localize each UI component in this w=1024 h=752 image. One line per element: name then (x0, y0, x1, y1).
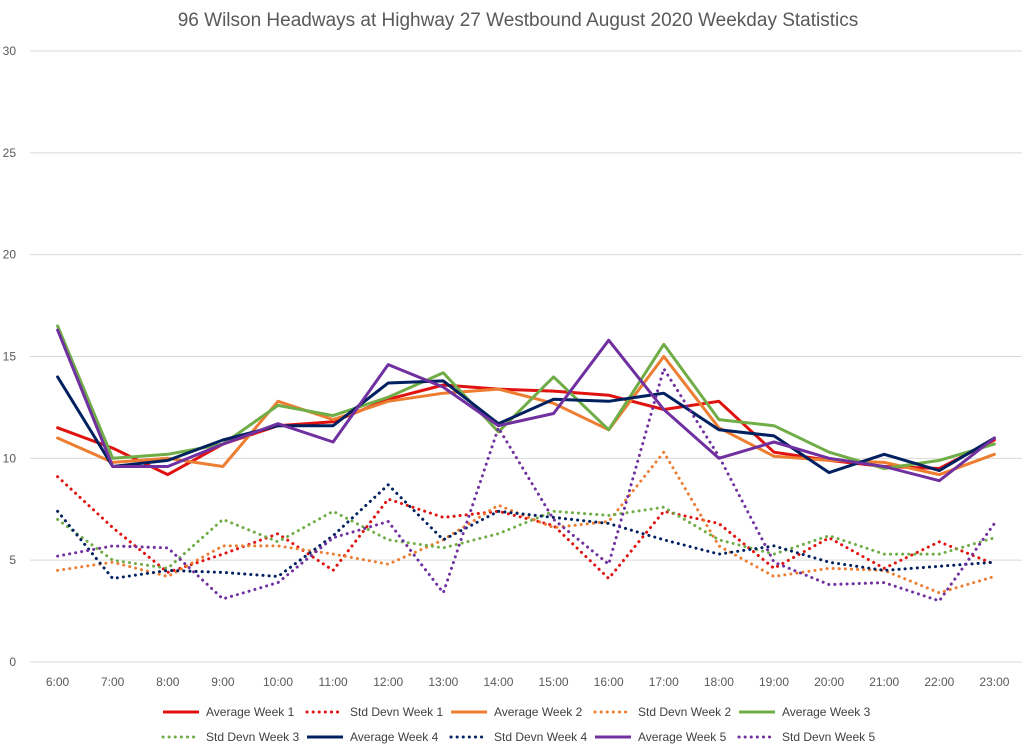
legend-label: Average Week 3 (782, 705, 871, 719)
y-axis-tick-labels: 0 5 10 15 20 25 30 (3, 44, 17, 669)
series-line (56, 475, 996, 580)
legend-label: Average Week 5 (638, 730, 727, 744)
series-line (56, 450, 996, 595)
x-tick-label: 21:00 (869, 675, 899, 689)
y-tick-label: 15 (3, 350, 17, 364)
x-tick-label: 17:00 (649, 675, 679, 689)
series-line (56, 324, 996, 470)
legend-entry: Average Week 4 (307, 730, 439, 744)
series-line (56, 375, 996, 475)
y-tick-label: 5 (9, 553, 16, 567)
legend-label: Average Week 4 (350, 730, 439, 744)
legend-label: Std Devn Week 3 (206, 730, 299, 744)
y-tick-label: 10 (3, 451, 17, 465)
x-tick-label: 7:00 (101, 675, 125, 689)
x-tick-label: 18:00 (704, 675, 734, 689)
legend-label: Std Devn Week 1 (350, 705, 443, 719)
legend-entry: Average Week 1 (163, 705, 295, 719)
chart-title: 96 Wilson Headways at Highway 27 Westbou… (178, 10, 859, 31)
x-tick-label: 9:00 (211, 675, 235, 689)
x-tick-label: 11:00 (319, 675, 348, 689)
series-line (56, 367, 996, 603)
x-axis-tick-labels: 6:00 7:00 8:00 9:00 10:00 11:00 12:00 13:00 14:0… (46, 675, 1010, 689)
legend-label: Std Devn Week 5 (782, 730, 875, 744)
legend-entry: Std Devn Week 1 (305, 705, 443, 719)
x-tick-label: 19:00 (759, 675, 789, 689)
legend-label: Average Week 1 (206, 705, 295, 719)
legend-entry: Std Devn Week 3 (161, 730, 299, 744)
series-line (56, 328, 996, 483)
x-tick-label: 10:00 (263, 675, 293, 689)
series-lines (56, 324, 996, 603)
legend-entry: Std Devn Week 5 (737, 730, 875, 744)
legend-entry: Average Week 3 (739, 705, 871, 719)
legend-entry: Std Devn Week 4 (449, 730, 587, 744)
x-tick-label: 13:00 (428, 675, 458, 689)
series-line (56, 505, 996, 570)
y-tick-label: 25 (3, 146, 17, 160)
x-tick-label: 12:00 (373, 675, 403, 689)
x-tick-label: 8:00 (156, 675, 180, 689)
legend-label: Average Week 2 (494, 705, 583, 719)
y-tick-label: 20 (3, 248, 17, 262)
legend-label: Std Devn Week 4 (494, 730, 587, 744)
legend: Average Week 1 Std Devn Week 1 Average Wee… (161, 705, 875, 744)
x-tick-label: 16:00 (594, 675, 624, 689)
legend-entry: Average Week 2 (451, 705, 583, 719)
x-tick-label: 14:00 (483, 675, 513, 689)
x-tick-label: 22:00 (924, 675, 954, 689)
legend-label: Std Devn Week 2 (638, 705, 731, 719)
y-tick-label: 30 (3, 44, 17, 58)
x-tick-label: 23:00 (979, 675, 1009, 689)
x-tick-label: 6:00 (46, 675, 70, 689)
series-line (56, 483, 996, 580)
x-tick-label: 20:00 (814, 675, 844, 689)
y-tick-label: 0 (9, 655, 16, 669)
x-tick-label: 15:00 (539, 675, 569, 689)
legend-entry: Average Week 5 (595, 730, 727, 744)
legend-entry: Std Devn Week 2 (593, 705, 731, 719)
